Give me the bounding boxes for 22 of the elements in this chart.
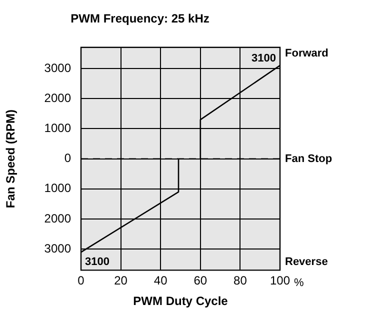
y-tick-label: 0 [64,151,72,166]
x-tick-label: 60 [194,274,208,288]
x-tick-label: 0 [78,274,85,288]
x-tick-label: 100 [270,274,290,288]
y-tick-label: 3000 [44,60,72,75]
y-tick-label: 2000 [44,211,72,226]
annotation: 3100 [85,256,110,268]
ref-line-label: Fan Stop [285,152,332,165]
y-tick-label: 1000 [44,181,72,196]
chart-title: PWM Frequency: 25 kHz [70,12,210,26]
x-tick-label: 40 [154,274,168,288]
y-axis-title: Fan Speed (RPM) [4,109,18,208]
y-tick-label: 1000 [44,121,72,136]
text: % [294,277,304,290]
annotation: 3100 [252,52,276,64]
x-tick-label: 20 [114,274,128,288]
text: Forward [285,47,328,60]
y-tick-label: 2000 [44,90,72,105]
text: Reverse [285,256,328,268]
y-tick-label: 3000 [44,241,72,256]
x-axis-title: PWM Duty Cycle [133,294,228,308]
x-tick-label: 80 [234,274,248,288]
